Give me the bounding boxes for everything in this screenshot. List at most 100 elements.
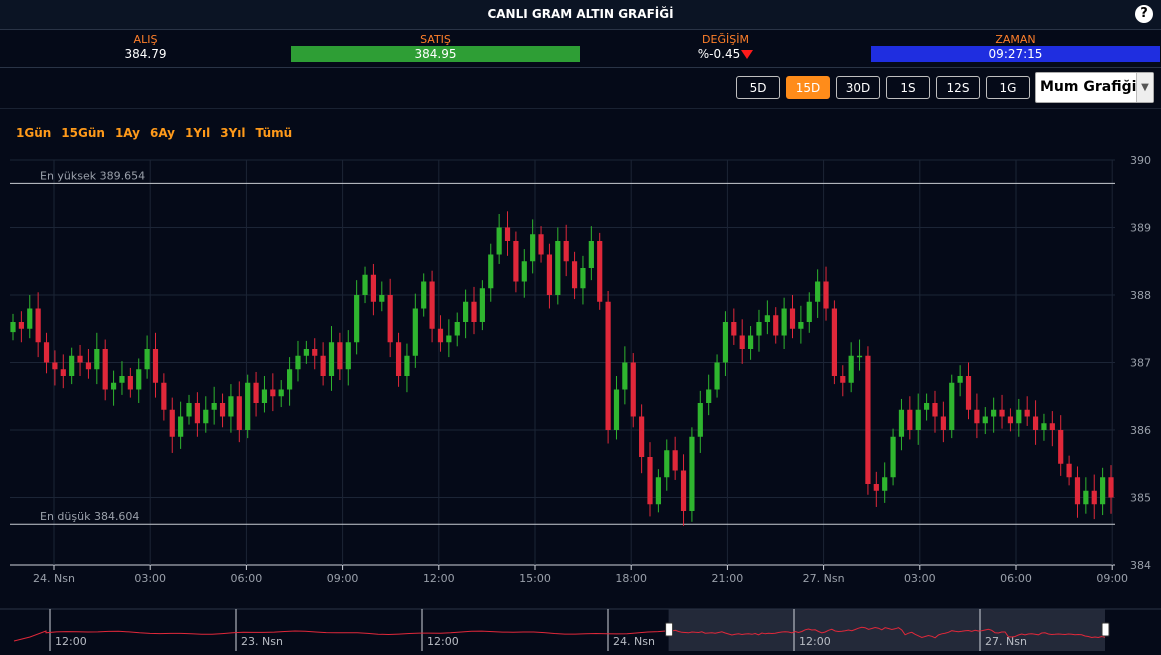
zoom-15gun[interactable]: 15Gün xyxy=(61,126,105,140)
navigator-tick-label: 12:00 xyxy=(55,635,87,648)
candle-up xyxy=(781,308,787,336)
stat-degisim-value: %-0.45 xyxy=(697,47,741,61)
candle-up xyxy=(463,301,469,322)
candle-down xyxy=(337,342,343,370)
candle-up xyxy=(412,308,418,356)
candle-down xyxy=(538,234,544,255)
candle-up xyxy=(664,450,670,478)
candle-down xyxy=(437,328,444,343)
candle-down xyxy=(1049,423,1055,430)
candle-down xyxy=(731,322,737,336)
candle-up xyxy=(806,301,812,322)
range-button-15d[interactable]: 15D xyxy=(786,76,830,99)
candle-up xyxy=(815,281,821,302)
range-button-30d[interactable]: 30D xyxy=(836,76,880,99)
candle-up xyxy=(982,416,988,424)
navigator-tick-label: 12:00 xyxy=(427,635,459,648)
candle-down xyxy=(865,355,871,484)
candle-down xyxy=(236,396,242,430)
candle-up xyxy=(379,295,385,302)
x-axis: 24. Nsn 03:00 06:00 09:00 12:00 15:00 18:00 21:… xyxy=(33,565,1128,585)
x-tick-label: 06:00 xyxy=(1000,572,1032,585)
candle-up xyxy=(949,382,955,430)
candle-down xyxy=(60,369,66,376)
candle-down xyxy=(395,342,402,376)
candle-up xyxy=(1083,490,1089,505)
zoom-1gun[interactable]: 1Gün xyxy=(16,126,52,140)
high-line-label: En yüksek 389.654 xyxy=(40,169,145,182)
candle-up xyxy=(521,261,527,282)
candle-up xyxy=(1041,423,1047,430)
range-button-1s[interactable]: 1S xyxy=(886,76,930,99)
candle-down xyxy=(102,349,108,390)
candle-up xyxy=(354,295,360,343)
candle-up xyxy=(186,403,192,417)
candle-up xyxy=(689,436,695,511)
candle-down xyxy=(513,241,519,282)
candle-down xyxy=(1108,477,1114,498)
candle-up xyxy=(655,477,661,505)
zoom-6ay[interactable]: 6Ay xyxy=(149,126,175,140)
candle-up xyxy=(530,234,536,262)
candle-up xyxy=(555,241,561,295)
range-button-12s[interactable]: 12S xyxy=(936,76,980,99)
candle-down xyxy=(739,335,745,349)
candle-up xyxy=(924,403,930,410)
zoom-tumu[interactable]: Tümü xyxy=(255,126,293,140)
x-tick-label: 21:00 xyxy=(712,572,744,585)
stat-degisim-label: DEĞİŞİM xyxy=(702,33,749,46)
candle-down xyxy=(52,362,58,370)
candle-up xyxy=(362,274,368,295)
candle-up xyxy=(94,349,100,370)
candle-up xyxy=(119,376,125,383)
candle-down xyxy=(840,376,846,383)
candle-down xyxy=(571,261,578,289)
zoom-3yil[interactable]: 3Yıl xyxy=(220,126,246,140)
down-arrow-icon xyxy=(741,50,754,59)
candle-up xyxy=(957,376,963,383)
navigator: 12:00 23. Nsn 12:00 24. Nsn 12:00 27. Nsn xyxy=(0,608,1161,651)
range-button-5d[interactable]: 5D xyxy=(736,76,780,99)
candle-up xyxy=(404,355,410,376)
candle-down xyxy=(1032,416,1039,430)
candle-up xyxy=(798,322,804,329)
candle-down xyxy=(605,301,611,430)
navigator-series-line xyxy=(13,626,1106,642)
page-title: CANLI GRAM ALTIN GRAFİĞİ xyxy=(487,7,674,21)
candle-up xyxy=(295,355,301,370)
zoom-1ay[interactable]: 1Ay xyxy=(114,126,140,140)
candle-up xyxy=(580,268,586,289)
candle-down xyxy=(429,281,435,329)
zoom-1yil[interactable]: 1Yıl xyxy=(185,126,211,140)
candle-up xyxy=(10,322,16,333)
candle-up xyxy=(706,389,712,403)
stat-alis-label: ALIŞ xyxy=(133,33,158,46)
candle-up xyxy=(110,382,117,390)
chart-type-select[interactable]: Mum Grafiği ▼ xyxy=(1035,72,1154,103)
chart-type-value: Mum Grafiği xyxy=(1040,79,1137,95)
range-button-1g[interactable]: 1G xyxy=(986,76,1030,99)
candle-up xyxy=(622,362,628,390)
stat-zaman-label: ZAMAN xyxy=(995,33,1036,46)
candle-up xyxy=(613,389,620,430)
x-tick-label: 12:00 xyxy=(423,572,455,585)
candle-up xyxy=(898,409,905,437)
stat-satis: SATIŞ 384.95 xyxy=(291,33,580,65)
y-tick-label: 387 xyxy=(1130,357,1151,370)
candle-up xyxy=(747,335,754,349)
candle-up xyxy=(446,335,452,343)
candle-down xyxy=(127,376,133,390)
chevron-down-icon: ▼ xyxy=(1136,73,1153,102)
candle-down xyxy=(630,362,636,417)
navigator-tick-label: 27. Nsn xyxy=(985,635,1027,648)
candle-up xyxy=(722,322,729,363)
stat-alis: ALIŞ 384.79 xyxy=(1,33,290,65)
candle-up xyxy=(345,342,351,370)
candle-down xyxy=(672,450,678,471)
candle-down xyxy=(471,301,477,322)
x-tick-label: 06:00 xyxy=(231,572,263,585)
help-icon[interactable]: ? xyxy=(1135,5,1153,23)
candle-down xyxy=(680,470,687,511)
x-tick-label: 03:00 xyxy=(904,572,936,585)
